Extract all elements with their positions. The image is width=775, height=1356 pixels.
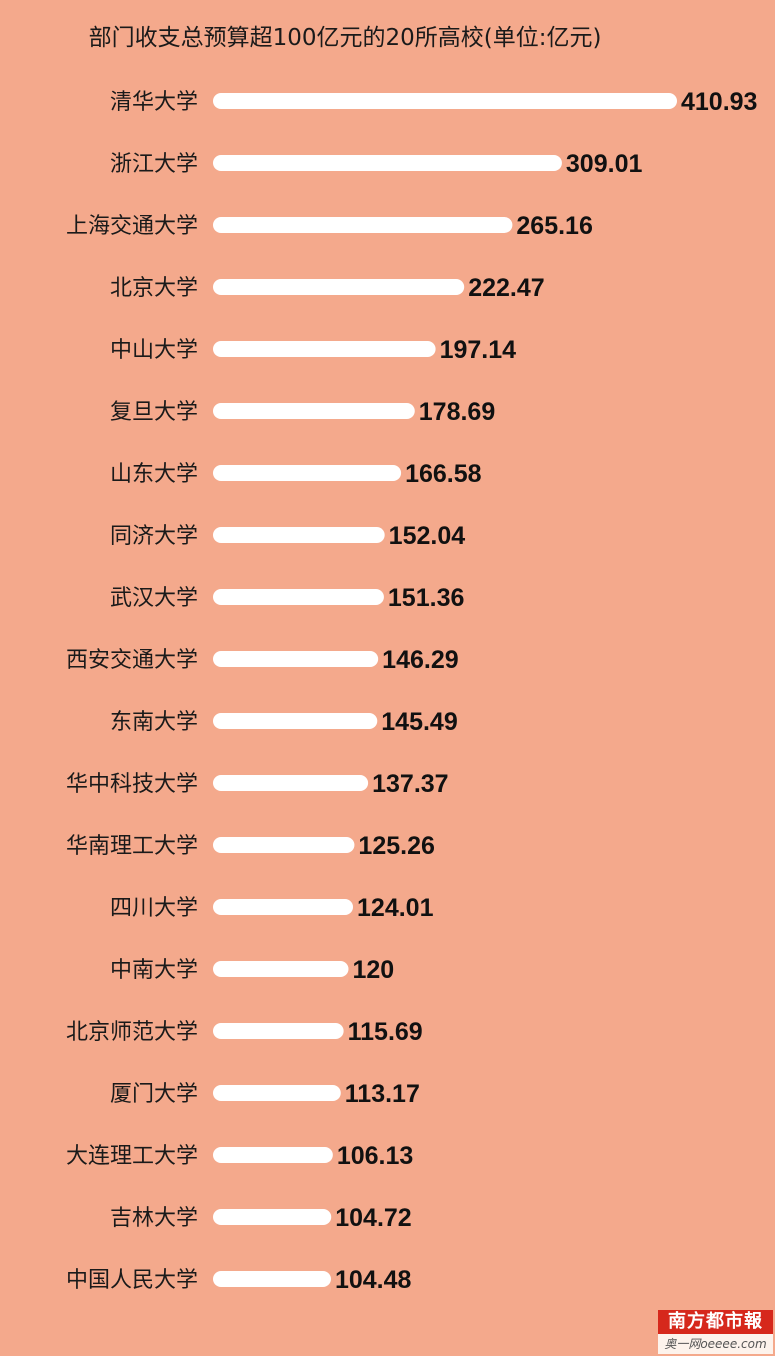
category-label: 华中科技大学 — [66, 772, 198, 797]
value-label: 410.93 — [681, 88, 757, 116]
category-label: 四川大学 — [110, 896, 198, 921]
bar — [213, 279, 465, 295]
value-label: 137.37 — [372, 770, 448, 798]
bar — [213, 837, 355, 853]
bar — [213, 403, 415, 419]
value-label: 151.36 — [388, 584, 464, 612]
category-label: 西安交通大学 — [66, 648, 198, 673]
bar — [213, 589, 384, 605]
bar — [213, 1023, 344, 1039]
logo-bottom-text: 奥一网oeeee.com — [658, 1334, 773, 1354]
value-label: 124.01 — [357, 894, 434, 922]
value-label: 145.49 — [381, 708, 457, 736]
category-label: 浙江大学 — [110, 152, 198, 177]
value-label: 115.69 — [348, 1018, 423, 1046]
category-label: 山东大学 — [110, 462, 198, 487]
category-label: 北京大学 — [110, 276, 198, 301]
category-label: 华南理工大学 — [66, 834, 198, 859]
bar — [213, 155, 562, 171]
value-label: 106.13 — [337, 1142, 413, 1170]
value-label: 104.72 — [335, 1204, 411, 1232]
category-label: 东南大学 — [110, 710, 198, 735]
category-label: 北京师范大学 — [66, 1020, 198, 1045]
bar — [213, 465, 402, 481]
bar — [213, 651, 379, 667]
bar — [213, 1271, 331, 1287]
category-label: 厦门大学 — [110, 1082, 198, 1107]
value-label: 197.14 — [440, 336, 517, 364]
chart-title: 部门收支总预算超100亿元的20所高校(单位:亿元) — [88, 25, 602, 51]
category-label: 大连理工大学 — [66, 1144, 198, 1169]
logo-top-text: 南方都市報 — [658, 1310, 773, 1334]
category-label: 复旦大学 — [110, 400, 198, 425]
category-label: 清华大学 — [110, 90, 198, 115]
category-label: 中南大学 — [110, 958, 198, 983]
value-label: 166.58 — [405, 460, 482, 488]
bar — [213, 1085, 341, 1101]
bar — [213, 1147, 333, 1163]
category-label: 武汉大学 — [110, 586, 198, 611]
value-label: 265.16 — [516, 212, 592, 240]
bar — [213, 527, 385, 543]
category-label: 同济大学 — [110, 524, 198, 549]
value-label: 309.01 — [566, 150, 643, 178]
value-label: 125.26 — [358, 832, 434, 860]
value-label: 104.48 — [335, 1266, 412, 1294]
bar — [213, 1209, 332, 1225]
value-label: 113.17 — [345, 1080, 420, 1108]
bar — [213, 775, 369, 791]
value-label: 222.47 — [468, 274, 544, 302]
value-label: 146.29 — [382, 646, 458, 674]
value-label: 178.69 — [419, 398, 495, 426]
value-label: 120 — [352, 956, 394, 984]
bar — [213, 899, 354, 915]
category-label: 上海交通大学 — [66, 214, 198, 239]
bar — [213, 217, 513, 233]
bars-layer: 清华大学 410.93 浙江大学 309.01 上海交通大学 265.16 北京大学 222.… — [66, 88, 757, 1294]
newspaper-logo: 南方都市報 奥一网oeeee.com — [658, 1310, 773, 1354]
bar — [213, 341, 436, 357]
category-label: 吉林大学 — [110, 1206, 198, 1231]
bar — [213, 93, 677, 109]
bar — [213, 961, 349, 977]
category-label: 中山大学 — [110, 338, 198, 363]
value-label: 152.04 — [389, 522, 466, 550]
bar — [213, 713, 378, 729]
category-label: 中国人民大学 — [66, 1268, 198, 1293]
